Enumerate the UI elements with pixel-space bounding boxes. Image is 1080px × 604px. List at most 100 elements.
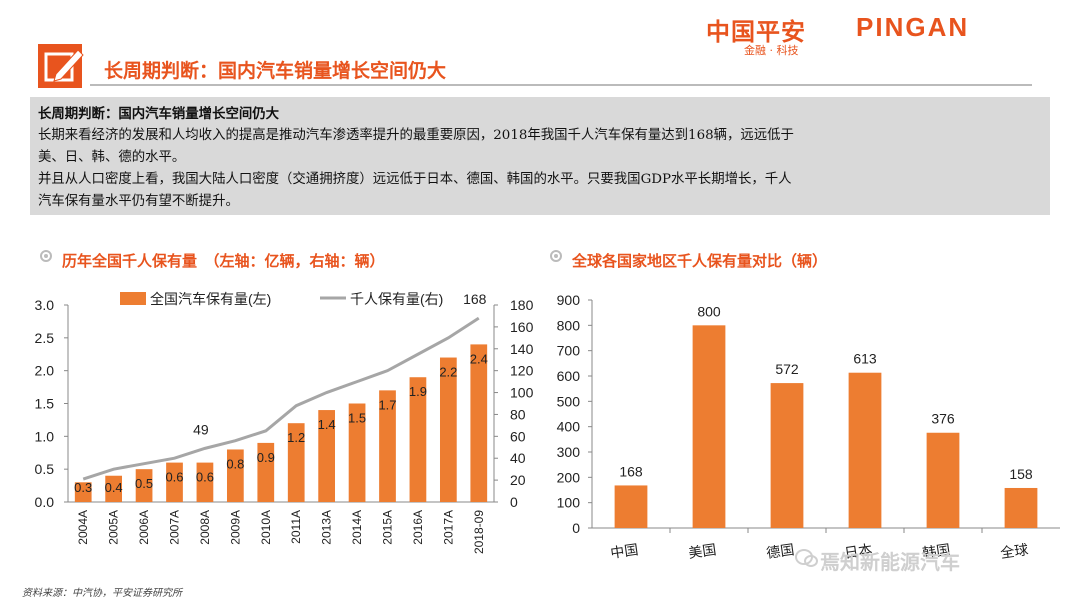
bar-data-label: 0.3 <box>74 480 92 495</box>
x-tick-label: 2004A <box>76 510 90 545</box>
bar-data-label: 572 <box>775 361 799 377</box>
line-series <box>82 316 480 481</box>
bar-data-label: 613 <box>853 351 877 367</box>
bar-data-label: 0.6 <box>196 470 214 485</box>
bar-data-label: 2.2 <box>439 365 457 380</box>
x-tick-label: 韩国 <box>921 541 951 561</box>
y-tick-label: 700 <box>557 343 581 359</box>
y-left-tick-label: 0.5 <box>35 461 55 477</box>
y-right-tick-label: 60 <box>510 428 526 444</box>
bar <box>770 383 804 528</box>
header-divider <box>90 84 1032 86</box>
x-tick-label: 2008A <box>198 510 212 545</box>
bar-data-label: 800 <box>697 303 721 319</box>
bar-data-label: 0.8 <box>226 456 244 471</box>
line-data-label: 49 <box>193 421 209 437</box>
x-tick-label: 2018-09 <box>472 510 486 554</box>
bar-data-label: 1.7 <box>378 397 396 412</box>
x-tick-label: 2014A <box>350 510 364 545</box>
summary-line-3: 并且从人口密度上看，我国大陆人口密度（交通拥挤度）远远低于日本、德国、韩国的水平… <box>38 172 792 187</box>
y-tick-label: 200 <box>557 469 581 485</box>
bar <box>105 475 123 502</box>
x-tick-label: 2011A <box>289 510 303 544</box>
logo-subtitle: 金融 · 科技 <box>744 44 799 57</box>
bar <box>257 442 275 502</box>
bar <box>196 462 214 502</box>
summary-box: 长周期判断：国内汽车销量增长空间仍大 长期来看经济的发展和人均收入的提高是推动汽… <box>30 97 1050 215</box>
bar-data-label: 376 <box>931 411 955 427</box>
bar-data-label: 0.5 <box>135 476 153 491</box>
wechat-icon <box>795 549 818 567</box>
bar <box>287 423 305 502</box>
summary-line-1: 长期来看经济的发展和人均收入的提高是推动汽车渗透率提升的最重要原因，2018年我… <box>38 128 794 143</box>
x-tick-label: 2007A <box>168 510 182 545</box>
bar <box>614 485 648 528</box>
line-data-label: 168 <box>463 291 487 307</box>
logo-en-text: PINGAN <box>856 12 970 42</box>
y-right-tick-label: 40 <box>510 450 526 466</box>
y-tick-label: 100 <box>557 495 581 511</box>
source-note: 资料来源：中汽协，平安证券研究所 <box>22 588 182 599</box>
left-chart-section-title: 历年全国千人保有量 （左轴：亿辆，右轴：辆） <box>62 252 385 270</box>
y-right-tick-label: 80 <box>510 406 526 422</box>
y-tick-label: 400 <box>557 419 581 435</box>
summary-title: 长周期判断：国内汽车销量增长空间仍大 <box>38 106 280 122</box>
x-tick-label: 美国 <box>687 541 717 561</box>
legend-label-bar: 全国汽车保有量(左) <box>150 291 271 307</box>
watermark: 焉知新能源汽车 <box>820 550 960 574</box>
bar <box>926 432 960 528</box>
y-right-tick-label: 180 <box>510 297 534 313</box>
bar <box>692 325 726 528</box>
y-right-tick-label: 100 <box>510 385 534 401</box>
x-tick-label: 2015A <box>381 510 395 545</box>
bar-data-label: 1.5 <box>348 411 366 426</box>
bar <box>74 482 92 502</box>
y-left-tick-label: 1.0 <box>35 428 55 444</box>
bar <box>135 469 153 502</box>
historical-ownership-chart: 0.0 0.5 1.0 1.5 2.0 2.5 3.0 0 20 40 60 80 100 120 140 1… <box>35 291 534 554</box>
y-right-tick-label: 20 <box>510 472 526 488</box>
section-bullet-icon <box>550 250 562 262</box>
legend-label-line: 千人保有量(右) <box>350 291 443 307</box>
y-left-tick-label: 1.5 <box>35 396 55 412</box>
y-right-tick-label: 140 <box>510 341 534 357</box>
bar-data-label: 0.9 <box>257 450 275 465</box>
y-left-tick-label: 3.0 <box>35 297 55 313</box>
bar-data-label: 0.4 <box>105 480 123 495</box>
x-tick-label: 2016A <box>411 510 425 545</box>
bar-data-label: 168 <box>619 463 643 479</box>
bar <box>318 410 336 502</box>
page-title: 长周期判断：国内汽车销量增长空间仍大 <box>104 60 447 82</box>
summary-line-4: 汽车保有量水平仍有望不断提升。 <box>38 194 239 209</box>
y-tick-label: 800 <box>557 317 581 333</box>
y-right-tick-label: 160 <box>510 319 534 335</box>
bar <box>409 377 427 502</box>
edit-note-icon <box>38 44 84 88</box>
x-tick-label: 全球 <box>999 541 1029 561</box>
x-tick-label: 2013A <box>320 510 334 545</box>
right-chart-section-title: 全球各国家地区千人保有量对比（辆） <box>572 252 828 270</box>
y-tick-label: 300 <box>557 444 581 460</box>
bar <box>226 449 244 502</box>
x-tick-label: 2017A <box>441 510 455 545</box>
x-tick-label: 中国 <box>609 541 639 561</box>
y-left-tick-label: 2.0 <box>35 363 55 379</box>
bar <box>166 462 183 502</box>
logo-cn-text: 中国平安 <box>706 18 806 46</box>
y-tick-label: 900 <box>557 292 581 308</box>
bar <box>439 357 457 502</box>
y-right-tick-label: 120 <box>510 363 534 379</box>
country-comparison-chart: 0 100 200 300 400 500 600 700 800 900 168 中国 800 美国 57… <box>557 292 1060 561</box>
x-tick-label: 2005A <box>107 510 121 545</box>
x-tick-label: 德国 <box>765 541 795 561</box>
summary-line-2: 美、日、韩、德的水平。 <box>38 150 186 165</box>
bar-data-label: 1.4 <box>318 417 336 432</box>
bar-data-label: 0.6 <box>165 470 183 485</box>
bar <box>848 372 882 528</box>
x-tick-label: 2009A <box>228 510 242 545</box>
y-tick-label: 600 <box>557 368 581 384</box>
x-tick-label: 2006A <box>137 510 151 545</box>
bar <box>470 344 488 502</box>
y-left-tick-label: 0.0 <box>35 494 55 510</box>
bar <box>1004 487 1038 528</box>
